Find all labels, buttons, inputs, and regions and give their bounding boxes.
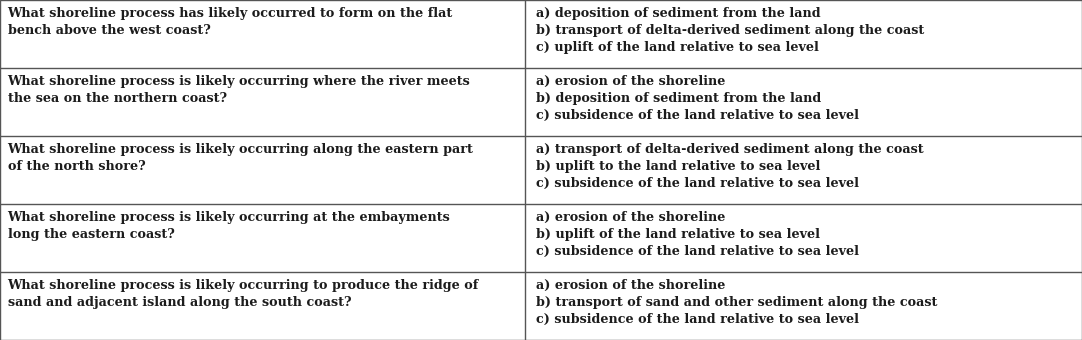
Text: a) erosion of the shoreline
b) transport of sand and other sediment along the co: a) erosion of the shoreline b) transport… [536, 279, 937, 326]
Text: a) deposition of sediment from the land
b) transport of delta-derived sediment a: a) deposition of sediment from the land … [536, 7, 924, 54]
Text: What shoreline process is likely occurring along the eastern part
of the north s: What shoreline process is likely occurri… [8, 143, 474, 173]
Text: What shoreline process is likely occurring where the river meets
the sea on the : What shoreline process is likely occurri… [8, 75, 471, 105]
Text: a) erosion of the shoreline
b) deposition of sediment from the land
c) subsidenc: a) erosion of the shoreline b) depositio… [536, 75, 859, 122]
Text: a) erosion of the shoreline
b) uplift of the land relative to sea level
c) subsi: a) erosion of the shoreline b) uplift of… [536, 211, 859, 258]
Text: a) transport of delta-derived sediment along the coast
b) uplift to the land rel: a) transport of delta-derived sediment a… [536, 143, 923, 190]
Text: What shoreline process has likely occurred to form on the flat
bench above the w: What shoreline process has likely occurr… [8, 7, 453, 37]
Text: What shoreline process is likely occurring at the embayments
long the eastern co: What shoreline process is likely occurri… [8, 211, 450, 241]
Text: What shoreline process is likely occurring to produce the ridge of
sand and adja: What shoreline process is likely occurri… [8, 279, 479, 309]
